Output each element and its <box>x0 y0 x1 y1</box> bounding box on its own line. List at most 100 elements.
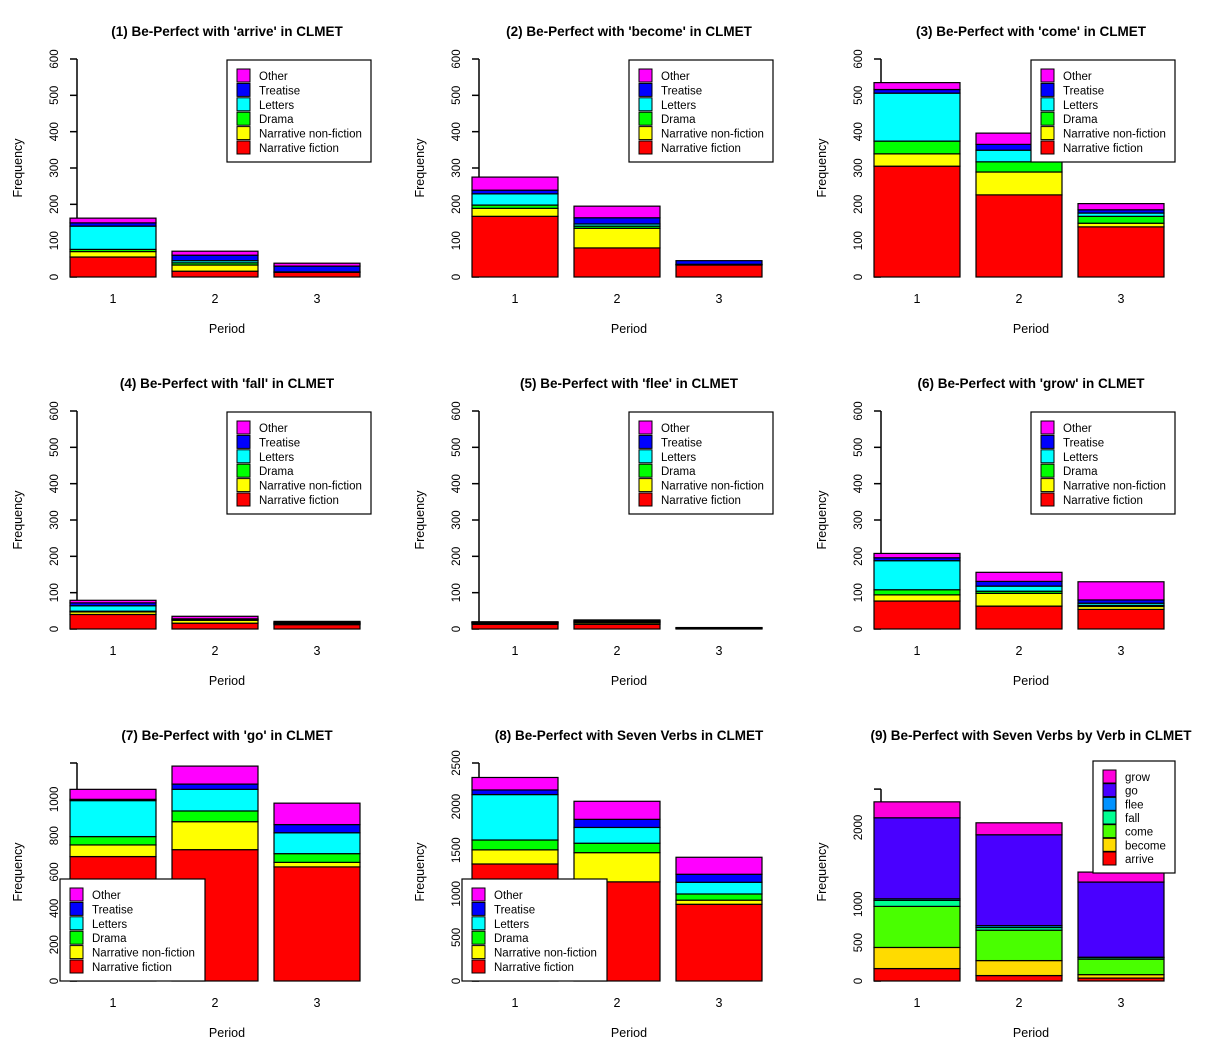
chart-title: (9) Be-Perfect with Seven Verbs by Verb … <box>870 728 1192 743</box>
legend-box <box>628 59 774 163</box>
y-axis-label: Frequency <box>815 490 829 550</box>
legend-label: Other <box>92 890 121 902</box>
chart-svg: (5) Be-Perfect with 'flee' in CLMET Frequ… <box>413 376 774 688</box>
x-axis-label: Period <box>209 674 245 688</box>
x-category-label: 1 <box>914 292 921 306</box>
y-tick-label: 0 <box>49 274 61 280</box>
legend-label: Letters <box>661 100 696 112</box>
y-axis-label: Frequency <box>413 842 427 902</box>
bar-segment <box>273 832 361 855</box>
chart-title: (5) Be-Perfect with 'flee' in CLMET <box>520 376 739 391</box>
bar-segment <box>873 600 961 630</box>
chart-svg: (2) Be-Perfect with 'become' in CLMET Fre… <box>413 24 774 336</box>
legend-swatch <box>471 959 486 974</box>
legend-label: become <box>1125 840 1166 852</box>
bar-segment <box>471 207 559 217</box>
legend-label: Letters <box>1063 100 1098 112</box>
bar-segment <box>873 82 961 91</box>
chart-panel-arrive: (1) Be-Perfect with 'arrive' in CLMET Fre… <box>0 0 402 352</box>
x-axis-label: Period <box>1013 1026 1049 1040</box>
bar-segment <box>975 171 1063 196</box>
bar-segment <box>471 176 559 191</box>
legend-label: Treatise <box>494 904 535 916</box>
legend-label: Treatise <box>661 437 702 449</box>
bar-segment <box>573 227 661 249</box>
bar-segment <box>471 623 559 630</box>
chart-panel-fall: (4) Be-Perfect with 'fall' in CLMET Frequ… <box>0 352 402 704</box>
bar-segment <box>573 247 661 278</box>
legend-label: Narrative non-fiction <box>494 948 597 960</box>
y-tick-label: 600 <box>49 862 61 881</box>
y-tick-label: 600 <box>853 49 865 68</box>
bar-segment <box>273 620 361 623</box>
legend-swatch <box>638 434 653 449</box>
legend-swatch <box>1102 796 1117 811</box>
y-tick-label: 100 <box>451 583 463 602</box>
x-category-label: 1 <box>914 996 921 1010</box>
legend-swatch <box>1102 851 1117 866</box>
legend-box <box>226 59 372 163</box>
legend-label: Other <box>259 71 288 83</box>
x-category-label: 3 <box>716 292 723 306</box>
legend-label: grow <box>1125 772 1151 784</box>
legend-label: Drama <box>661 466 696 478</box>
legend-label: Narrative fiction <box>661 495 741 507</box>
legend-label: Letters <box>259 100 294 112</box>
bar-segment <box>69 605 157 612</box>
bar-segment <box>273 853 361 863</box>
legend-swatch <box>1040 492 1055 507</box>
legend-label: Narrative non-fiction <box>661 481 764 493</box>
bar-segment <box>471 193 559 206</box>
legend-label: arrive <box>1125 854 1154 866</box>
x-category-label: 1 <box>512 644 519 658</box>
legend-label: Treatise <box>259 85 300 97</box>
bar-segment <box>873 801 961 819</box>
chart-svg: (9) Be-Perfect with Seven Verbs by Verb … <box>815 728 1192 1040</box>
y-tick-label: 400 <box>49 122 61 141</box>
legend-label: Narrative fiction <box>1063 143 1143 155</box>
bar-segment <box>975 605 1063 630</box>
bar-segment <box>171 622 259 630</box>
y-tick-label: 300 <box>451 158 463 177</box>
legend-box <box>628 411 774 515</box>
x-category-label: 2 <box>614 996 621 1010</box>
legend-label: Other <box>259 423 288 435</box>
legend-label: Narrative non-fiction <box>92 948 195 960</box>
bar-segment <box>975 834 1063 927</box>
x-axis-label: Period <box>611 322 647 336</box>
legend-label: Other <box>1063 423 1092 435</box>
bar-segment <box>273 861 361 868</box>
legend-label: flee <box>1125 799 1144 811</box>
bar-segment <box>675 264 763 278</box>
x-axis-label: Period <box>611 674 647 688</box>
x-category-label: 3 <box>1118 292 1125 306</box>
legend-label: Drama <box>259 114 294 126</box>
legend-swatch <box>471 887 486 902</box>
y-tick-label: 500 <box>451 928 463 947</box>
y-tick-label: 0 <box>451 978 463 984</box>
x-category-label: 1 <box>512 996 519 1010</box>
legend-label: Letters <box>92 919 127 931</box>
legend-swatch <box>236 420 251 435</box>
legend-swatch <box>236 478 251 493</box>
bar-segment <box>975 161 1063 173</box>
bar-segment <box>573 818 661 829</box>
x-category-label: 2 <box>614 292 621 306</box>
y-tick-label: 0 <box>451 274 463 280</box>
legend-label: Drama <box>494 933 529 945</box>
chart-svg: (1) Be-Perfect with 'arrive' in CLMET Fre… <box>11 24 372 336</box>
x-category-label: 1 <box>914 644 921 658</box>
y-tick-label: 1000 <box>49 787 61 813</box>
legend-label: Drama <box>1063 466 1098 478</box>
bar-segment <box>873 967 961 982</box>
legend-label: Other <box>661 71 690 83</box>
bar-segment <box>975 959 1063 977</box>
legend-label: Other <box>1063 71 1092 83</box>
legend-swatch <box>236 434 251 449</box>
legend-swatch <box>638 82 653 97</box>
legend-label: Other <box>494 890 523 902</box>
y-tick-label: 100 <box>49 583 61 602</box>
bar-segment <box>1077 608 1165 630</box>
bar-segment <box>471 789 559 796</box>
